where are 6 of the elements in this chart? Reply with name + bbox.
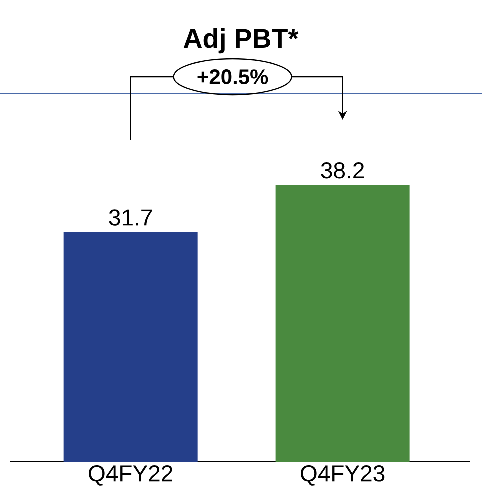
data-label: 31.7 [109,210,152,226]
x-tick-label: Q4FY22 [89,466,173,486]
data-label: 38.2 [321,162,364,179]
chart-title: Adj PBT* [184,28,299,54]
text: +20.5% [198,70,268,84]
x-tick-label: Q4FY23 [301,466,385,486]
